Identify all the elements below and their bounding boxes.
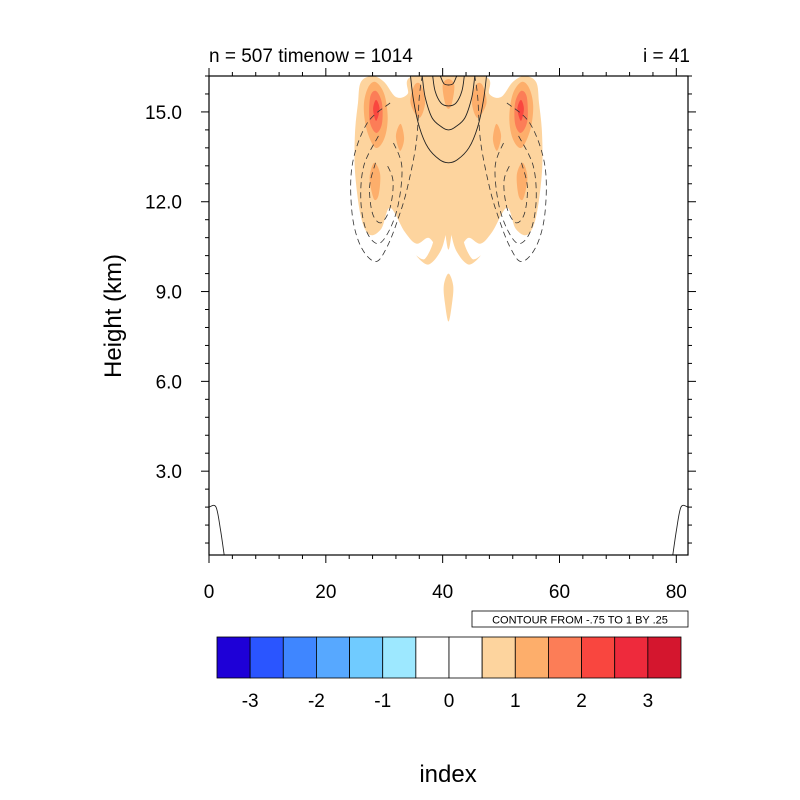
- colorbar-box: [216, 636, 251, 679]
- fill-region-level-2: [516, 162, 528, 201]
- colorbar-box: [282, 636, 317, 679]
- colorbar: -3 -2 -1 0 1 2 3: [216, 636, 682, 712]
- colorbar-box: [415, 636, 450, 679]
- contour-info-border: [471, 610, 689, 628]
- negative-contour-line: [503, 162, 528, 224]
- y-tick-label: 12.0: [145, 193, 182, 214]
- x-tick-label: 0: [204, 582, 215, 603]
- y-tick-label: 3.0: [156, 462, 182, 483]
- fill-region-level-2: [369, 162, 381, 201]
- title-left: n = 507 timenow = 1014: [209, 46, 413, 67]
- colorbar-label: -1: [374, 691, 391, 712]
- filled-contour-layer: [354, 76, 543, 322]
- colorbar-label: 2: [576, 691, 587, 712]
- colorbar-label: 3: [643, 691, 654, 712]
- negative-contour-line: [494, 135, 537, 245]
- colorbar-label: 1: [510, 691, 521, 712]
- x-tick-label: 20: [315, 582, 336, 603]
- title-right: i = 41: [643, 46, 690, 67]
- fill-region-level-1: [416, 183, 481, 265]
- colorbar-box: [581, 636, 616, 679]
- x-tick-label: 60: [549, 582, 570, 603]
- positive-contour-line: [672, 504, 688, 555]
- contour-info-text: CONTOUR FROM -.75 TO 1 BY .25: [492, 615, 668, 627]
- positive-contour-line: [439, 76, 458, 86]
- fill-region-level-2: [395, 123, 405, 151]
- x-axis-label: index: [419, 761, 476, 788]
- colorbar-box: [349, 636, 384, 679]
- plot-axes: 0 20 40 60 80 3.0 6.0 9.0 12.0 15.0: [145, 68, 696, 603]
- fill-region-level-1: [443, 273, 454, 322]
- negative-contour-line: [350, 76, 423, 263]
- fill-region-level-2: [492, 123, 502, 151]
- colorbar-label: -3: [242, 691, 259, 712]
- colorbar-label: -2: [308, 691, 325, 712]
- colorbar-box: [548, 636, 582, 679]
- colorbar-box: [316, 636, 350, 679]
- fill-region-level-2: [471, 82, 487, 118]
- colorbar-box: [249, 636, 284, 679]
- x-tick-label: 80: [666, 582, 687, 603]
- fill-region-level-4: [373, 99, 380, 121]
- colorbar-box: [647, 636, 682, 679]
- negative-contour-line: [369, 162, 394, 224]
- positive-contour-line: [209, 504, 225, 555]
- line-contour-layer: [209, 76, 688, 555]
- contour-info-box: CONTOUR FROM -.75 TO 1 BY .25: [471, 610, 689, 628]
- positive-contour-line: [432, 76, 465, 107]
- fill-region-level-4: [517, 99, 524, 121]
- colorbar-label: 0: [444, 691, 455, 712]
- y-tick-label: 6.0: [156, 372, 182, 393]
- colorbar-box: [514, 636, 549, 679]
- fill-region-level-2: [410, 82, 426, 118]
- fill-region-level-2: [442, 79, 455, 109]
- colorbar-box: [481, 636, 516, 679]
- negative-contour-line: [360, 135, 403, 245]
- y-axis-label: Height (km): [100, 254, 127, 378]
- y-tick-label: 9.0: [156, 283, 182, 304]
- positive-contour-line: [410, 76, 487, 164]
- colorbar-box: [382, 636, 417, 679]
- plot-frame: [208, 75, 689, 556]
- positive-contour-line: [421, 76, 476, 131]
- colorbar-box: [614, 636, 649, 679]
- negative-contour-line: [474, 76, 547, 263]
- y-tick-label: 15.0: [145, 103, 182, 124]
- x-tick-label: 40: [432, 582, 453, 603]
- colorbar-box: [448, 636, 483, 679]
